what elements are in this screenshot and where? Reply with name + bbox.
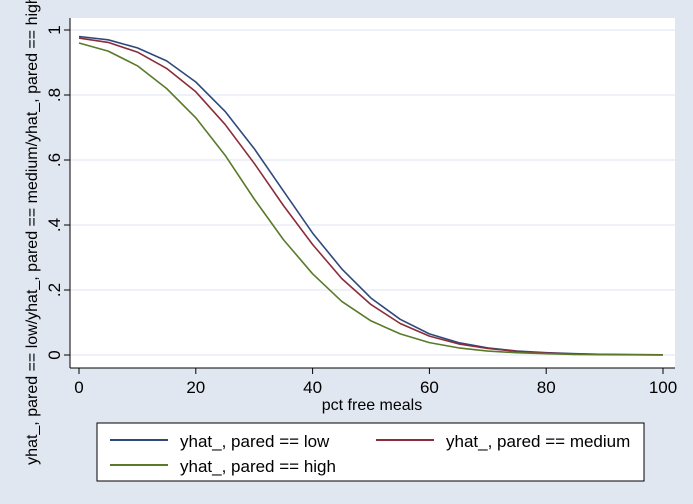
x-tick-label: 40	[303, 378, 322, 397]
y-tick-label: .4	[45, 218, 64, 232]
y-tick-label: 0	[45, 350, 64, 359]
x-axis-title: pct free meals	[322, 397, 422, 414]
legend-label-low: yhat_, pared == low	[180, 432, 330, 451]
legend-label-high: yhat_, pared == high	[180, 457, 336, 476]
x-tick-label: 60	[420, 378, 439, 397]
x-tick-label: 100	[649, 378, 677, 397]
y-tick-label: .6	[45, 153, 64, 167]
x-tick-label: 20	[186, 378, 205, 397]
x-tick-label: 80	[537, 378, 556, 397]
axis-layer: 0 .2 .4 .6 .8 1 0 20 40 60 80 100	[45, 18, 677, 397]
y-tick-label: 1	[45, 25, 64, 34]
series-layer	[78, 35, 664, 356]
legend-label-medium: yhat_, pared == medium	[446, 432, 630, 451]
y-tick-label: .2	[45, 283, 64, 297]
legend: yhat_, pared == low yhat_, pared == medi…	[96, 422, 645, 482]
x-tick-label: 0	[74, 378, 83, 397]
plot-background	[70, 18, 675, 368]
legend-box	[96, 422, 645, 482]
series-line-high	[78, 42, 664, 356]
y-tick-label: .8	[45, 88, 64, 102]
y-axis-title: yhat_, pared == low/yhat_, pared == medi…	[24, 0, 41, 465]
